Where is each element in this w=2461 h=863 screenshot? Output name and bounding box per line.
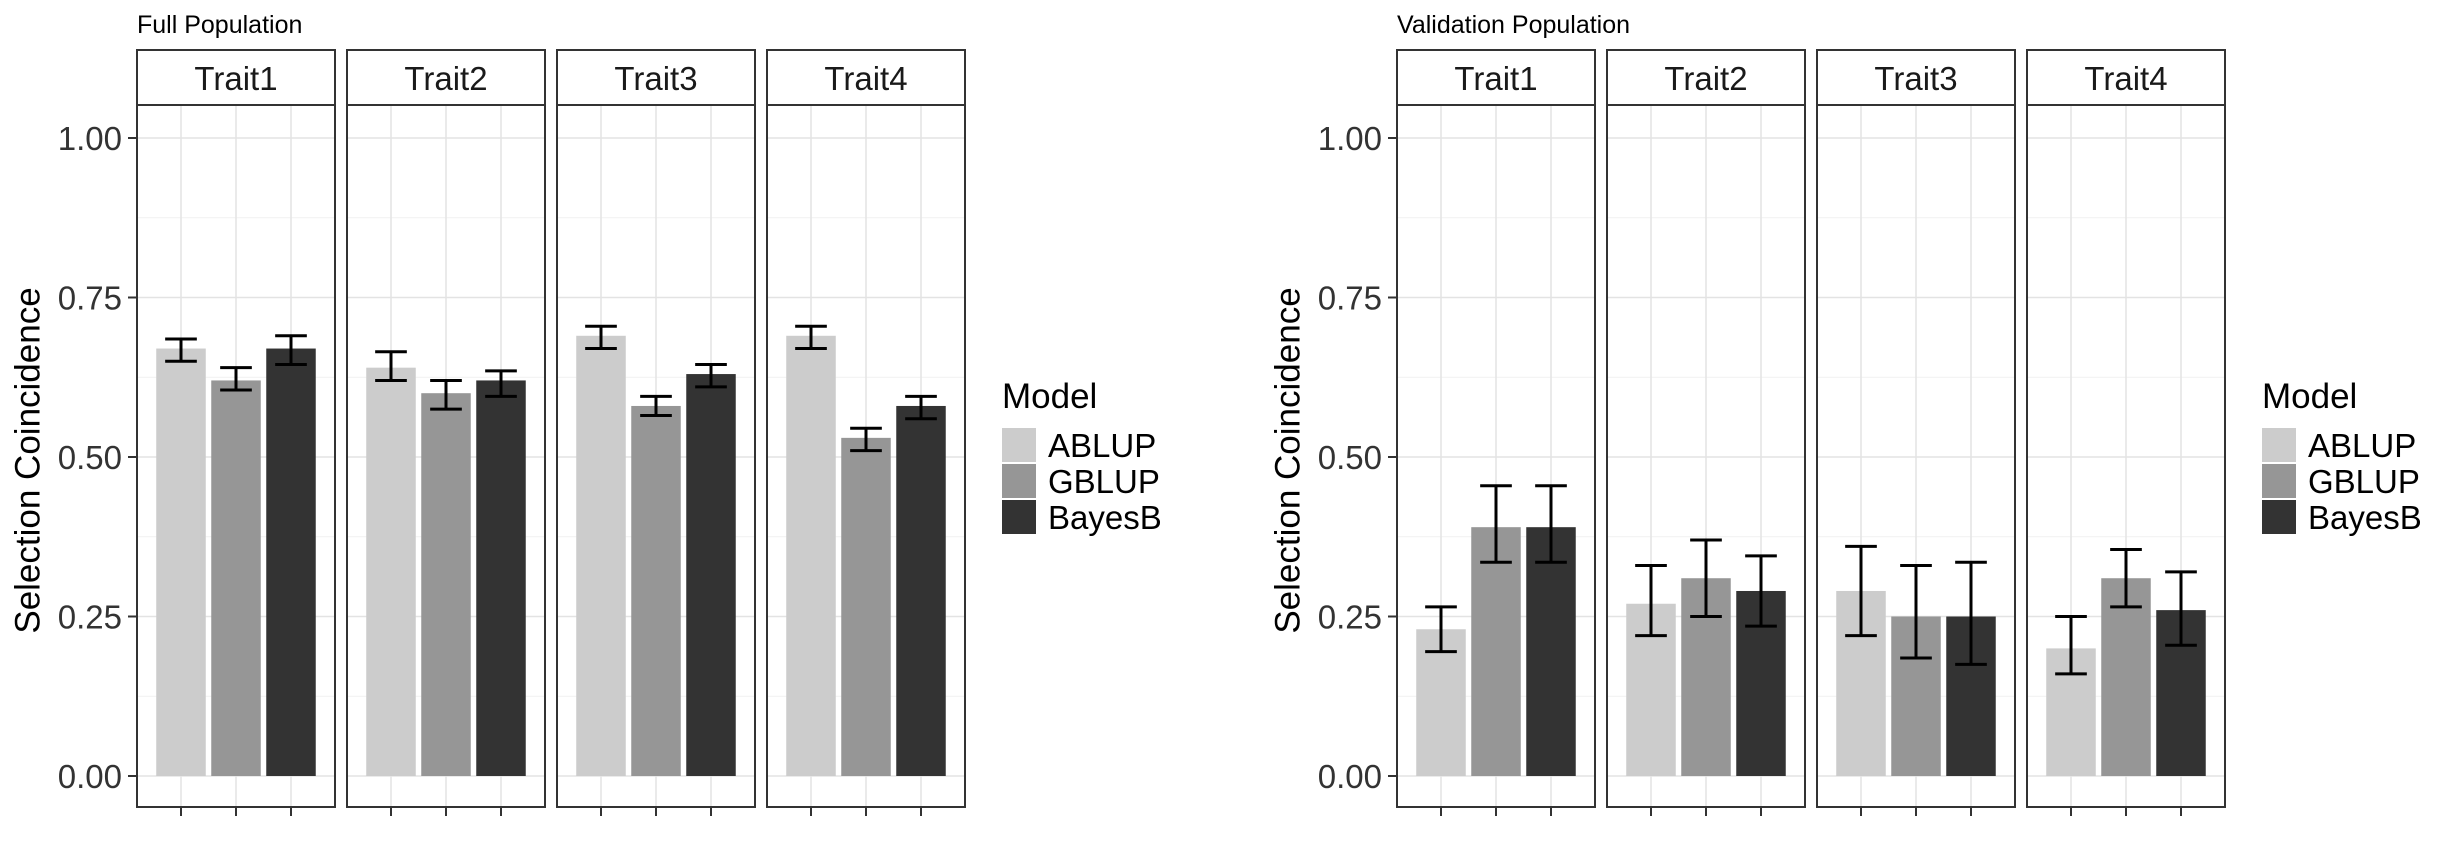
panel-border xyxy=(1816,104,2016,808)
facet-panel-trait3: Trait3 xyxy=(1816,49,2016,816)
bar-gblup-trait1 xyxy=(211,380,261,776)
y-tick-label: 0.75 xyxy=(1318,280,1382,317)
bar-ablup-trait1 xyxy=(1416,629,1466,776)
bar-gblup-trait4 xyxy=(841,437,891,776)
bar-gblup-trait3 xyxy=(631,405,681,776)
legend-label: GBLUP xyxy=(2308,463,2420,500)
facet-strip-label: Trait3 xyxy=(614,60,697,97)
y-tick-label: 0.50 xyxy=(1318,439,1382,476)
legend-label: ABLUP xyxy=(2308,427,2416,464)
bar-gblup-trait4 xyxy=(2101,578,2151,776)
y-tick-label: 0.75 xyxy=(58,280,122,317)
bar-bayesb-trait4 xyxy=(896,405,946,776)
panel-border xyxy=(1606,104,1806,808)
facet-strip xyxy=(136,49,336,106)
bar-ablup-trait2 xyxy=(366,367,416,776)
panel-border xyxy=(2026,104,2226,808)
legend-key-ablup xyxy=(1002,428,1036,462)
panel-border xyxy=(136,104,336,808)
panel-border xyxy=(1396,104,1596,808)
y-tick-label: 0.25 xyxy=(58,599,122,636)
facet-panel-trait1: Trait1 xyxy=(1396,49,1596,816)
facet-strip-label: Trait4 xyxy=(2084,60,2167,97)
facet-strip-label: Trait1 xyxy=(194,60,277,97)
legend-title: Model xyxy=(2262,377,2357,416)
legend-title: Model xyxy=(1002,377,1097,416)
legend-label: GBLUP xyxy=(1048,463,1160,500)
facet-strip xyxy=(1816,49,2016,106)
facet-strip xyxy=(766,49,966,106)
facet-strip xyxy=(1396,49,1596,106)
chart-title: Full Population xyxy=(137,11,302,39)
facet-strip-label: Trait2 xyxy=(404,60,487,97)
bar-ablup-trait4 xyxy=(786,335,836,776)
panel-border xyxy=(766,104,966,808)
facet-strip xyxy=(346,49,546,106)
legend-label: BayesB xyxy=(2308,499,2422,536)
bar-ablup-trait3 xyxy=(576,335,626,776)
legend-label: ABLUP xyxy=(1048,427,1156,464)
y-tick-label: 0.50 xyxy=(58,439,122,476)
y-tick-label: 0.00 xyxy=(58,758,122,795)
chart-title: Validation Population xyxy=(1397,11,1630,39)
legend-key-gblup xyxy=(1002,464,1036,498)
bar-gblup-trait2 xyxy=(421,393,471,776)
panel-border xyxy=(556,104,756,808)
y-axis-title: Selection Coincidence xyxy=(1268,287,1307,633)
facet-strip-label: Trait4 xyxy=(824,60,907,97)
y-tick-label: 1.00 xyxy=(1318,120,1382,157)
legend-key-bayesb xyxy=(2262,500,2296,534)
facet-strip-label: Trait3 xyxy=(1874,60,1957,97)
facet-panel-trait2: Trait2 xyxy=(346,49,546,816)
legend-label: BayesB xyxy=(1048,499,1162,536)
y-tick-label: 0.25 xyxy=(1318,599,1382,636)
bar-bayesb-trait2 xyxy=(476,380,526,776)
legend-key-gblup xyxy=(2262,464,2296,498)
y-tick-label: 0.00 xyxy=(1318,758,1382,795)
facet-panel-trait3: Trait3 xyxy=(556,49,756,816)
legend-key-ablup xyxy=(2262,428,2296,462)
panel-border xyxy=(346,104,546,808)
bar-gblup-trait1 xyxy=(1471,527,1521,776)
facet-panel-trait1: Trait1 xyxy=(136,49,336,816)
bar-ablup-trait1 xyxy=(156,348,206,776)
y-tick-label: 1.00 xyxy=(58,120,122,157)
facet-strip-label: Trait2 xyxy=(1664,60,1747,97)
legend-key-bayesb xyxy=(1002,500,1036,534)
bar-bayesb-trait1 xyxy=(266,348,316,776)
bar-bayesb-trait1 xyxy=(1526,527,1576,776)
facet-strip-label: Trait1 xyxy=(1454,60,1537,97)
facet-strip xyxy=(1606,49,1806,106)
chart-1: Full Population Selection Coincidence 0.00… xyxy=(8,11,1162,816)
facet-panel-trait4: Trait4 xyxy=(766,49,966,816)
facet-panel-trait2: Trait2 xyxy=(1606,49,1806,816)
bar-bayesb-trait3 xyxy=(686,374,736,776)
facet-panel-trait4: Trait4 xyxy=(2026,49,2226,816)
facet-strip xyxy=(2026,49,2226,106)
chart-2: Validation Population Selection Coinciden… xyxy=(1268,11,2422,816)
y-axis-title: Selection Coincidence xyxy=(8,287,47,633)
